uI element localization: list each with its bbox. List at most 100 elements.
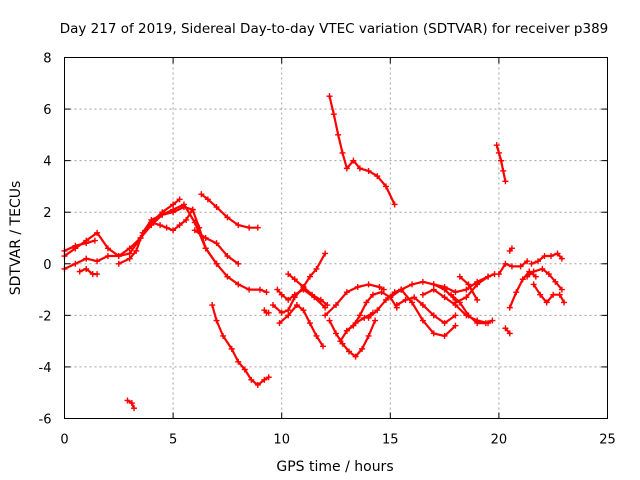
data-point: [263, 289, 270, 296]
data-point: [76, 268, 83, 275]
data-point: [452, 289, 459, 296]
data-point: [495, 271, 502, 278]
x-tick-label: 20: [491, 433, 508, 448]
data-series-track-24: [398, 286, 459, 339]
data-series-track-23: [393, 294, 459, 327]
x-tick-label: 0: [60, 433, 68, 448]
data-point: [537, 291, 544, 298]
data-series-track-17: [326, 317, 379, 360]
series-line: [450, 293, 494, 325]
data-point: [502, 325, 509, 332]
data-point: [550, 291, 557, 298]
data-series-track-18: [337, 309, 376, 345]
grid-lines: [64, 57, 608, 419]
data-point: [463, 286, 470, 293]
x-tick-label: 10: [273, 433, 290, 448]
data-series-track-07: [198, 191, 261, 231]
data-point: [124, 397, 131, 404]
data-point: [115, 253, 122, 260]
data-point: [285, 312, 292, 319]
data-series-track-14: [276, 302, 326, 350]
data-point: [306, 273, 313, 280]
data-series-track-20: [326, 93, 398, 208]
data-point: [359, 345, 366, 352]
data-point: [170, 227, 177, 234]
data-series-track-32: [502, 325, 513, 337]
data-point: [343, 165, 350, 172]
y-tick-label: 4: [43, 155, 51, 170]
data-series-track-36: [528, 250, 565, 267]
series-line: [63, 239, 96, 252]
chart-title: Day 217 of 2019, Sidereal Day-to-day VTE…: [60, 21, 609, 37]
data-series-track-06: [148, 206, 270, 296]
data-point: [170, 201, 177, 208]
data-point: [561, 299, 568, 306]
data-point: [441, 320, 448, 327]
data-point: [131, 405, 138, 412]
series-line: [526, 267, 563, 291]
data-point: [493, 142, 500, 149]
data-point: [276, 320, 283, 327]
data-point: [441, 294, 448, 301]
data-point: [265, 374, 272, 381]
data-point: [378, 289, 385, 296]
data-point: [148, 219, 155, 226]
data-point: [508, 245, 515, 252]
data-point: [189, 206, 196, 213]
data-point: [558, 286, 565, 293]
data-series-track-30: [493, 142, 509, 185]
data-point: [224, 214, 231, 221]
data-point: [309, 291, 316, 298]
data-point: [376, 283, 383, 290]
series-line: [400, 288, 457, 338]
series-line: [211, 303, 270, 387]
data-point: [220, 332, 227, 339]
data-point: [409, 281, 416, 288]
data-point: [278, 291, 285, 298]
data-point: [326, 317, 333, 324]
data-point: [534, 258, 541, 265]
data-point: [72, 260, 79, 267]
data-point: [326, 93, 333, 100]
tick-labels: 0 5 10 15 20 25 -6 -4 -2 0 2 4 6 8: [39, 52, 616, 448]
data-point: [374, 307, 381, 314]
data-point: [356, 312, 363, 319]
x-axis-label: GPS time / hours: [276, 459, 393, 475]
data-series-track-10: [124, 397, 138, 412]
data-series-track-26: [430, 273, 492, 296]
data-series-track-31: [495, 258, 531, 278]
data-point: [498, 157, 505, 164]
data-point: [411, 294, 418, 301]
data-point: [393, 302, 400, 309]
data-point: [213, 317, 220, 324]
data-point: [128, 400, 135, 407]
data-series-track-35: [524, 265, 565, 293]
data-point: [293, 302, 300, 309]
data-point: [246, 224, 253, 231]
data-point: [456, 273, 463, 280]
data-point: [224, 253, 231, 260]
data-point: [209, 302, 216, 309]
data-point: [335, 131, 342, 138]
data-point: [382, 296, 389, 303]
data-point: [330, 111, 337, 118]
data-point: [235, 260, 242, 267]
data-point: [354, 283, 361, 290]
data-point: [372, 317, 379, 324]
series-line: [287, 273, 329, 307]
data-point: [285, 296, 292, 303]
data-point: [83, 265, 90, 272]
data-point: [339, 149, 346, 156]
data-point: [333, 330, 339, 337]
data-point: [552, 278, 559, 285]
data-point: [319, 343, 326, 350]
data-series-track-03: [61, 237, 98, 254]
data-point: [224, 273, 231, 280]
data-point: [241, 366, 248, 373]
data-point: [343, 327, 350, 334]
data-point: [419, 278, 426, 285]
data-point: [365, 332, 372, 339]
data-point: [543, 299, 550, 306]
data-point: [126, 250, 133, 257]
